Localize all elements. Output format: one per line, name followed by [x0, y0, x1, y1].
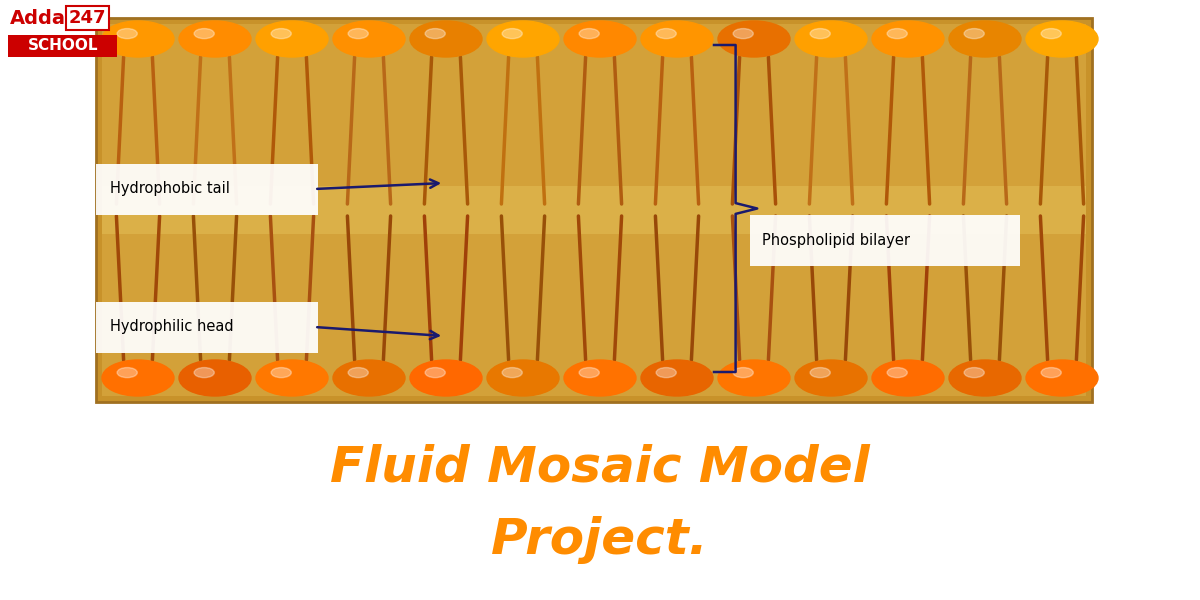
Circle shape: [872, 21, 944, 57]
Circle shape: [580, 368, 599, 377]
Circle shape: [502, 29, 522, 38]
Circle shape: [118, 368, 137, 377]
FancyBboxPatch shape: [102, 24, 1086, 396]
Circle shape: [872, 360, 944, 396]
Circle shape: [656, 368, 677, 377]
Circle shape: [410, 21, 482, 57]
Circle shape: [810, 368, 830, 377]
Text: Phospholipid bilayer: Phospholipid bilayer: [762, 232, 910, 247]
Circle shape: [949, 21, 1021, 57]
Circle shape: [887, 368, 907, 377]
Circle shape: [179, 21, 251, 57]
Circle shape: [1042, 29, 1061, 38]
Circle shape: [348, 29, 368, 38]
FancyBboxPatch shape: [102, 186, 1086, 234]
Circle shape: [256, 21, 328, 57]
Circle shape: [810, 29, 830, 38]
FancyBboxPatch shape: [750, 215, 1020, 266]
Circle shape: [641, 360, 713, 396]
Circle shape: [502, 368, 522, 377]
Circle shape: [425, 368, 445, 377]
Text: 247: 247: [68, 9, 107, 27]
Circle shape: [796, 21, 866, 57]
Circle shape: [118, 29, 137, 38]
Circle shape: [733, 29, 754, 38]
Circle shape: [271, 368, 292, 377]
Circle shape: [564, 360, 636, 396]
Text: Hydrophilic head: Hydrophilic head: [110, 319, 234, 335]
Circle shape: [733, 368, 754, 377]
Circle shape: [964, 368, 984, 377]
Circle shape: [718, 21, 790, 57]
Circle shape: [1042, 368, 1061, 377]
Text: Hydrophobic tail: Hydrophobic tail: [110, 181, 230, 196]
Circle shape: [256, 360, 328, 396]
Circle shape: [964, 29, 984, 38]
FancyBboxPatch shape: [96, 302, 318, 353]
Circle shape: [641, 21, 713, 57]
FancyBboxPatch shape: [96, 18, 1092, 402]
Circle shape: [102, 360, 174, 396]
Circle shape: [334, 21, 406, 57]
Circle shape: [1026, 21, 1098, 57]
Circle shape: [487, 21, 559, 57]
Circle shape: [718, 360, 790, 396]
Text: Fluid Mosaic Model: Fluid Mosaic Model: [330, 444, 870, 492]
Circle shape: [271, 29, 292, 38]
Text: Project.: Project.: [491, 516, 709, 564]
Circle shape: [194, 29, 215, 38]
Circle shape: [179, 360, 251, 396]
Circle shape: [487, 360, 559, 396]
Text: Adda: Adda: [10, 9, 66, 28]
Circle shape: [1026, 360, 1098, 396]
Circle shape: [580, 29, 599, 38]
Text: SCHOOL: SCHOOL: [28, 38, 98, 53]
Circle shape: [410, 360, 482, 396]
Circle shape: [102, 21, 174, 57]
Circle shape: [796, 360, 866, 396]
Circle shape: [949, 360, 1021, 396]
Circle shape: [656, 29, 677, 38]
FancyBboxPatch shape: [8, 34, 116, 57]
Circle shape: [348, 368, 368, 377]
Circle shape: [334, 360, 406, 396]
Circle shape: [425, 29, 445, 38]
Circle shape: [887, 29, 907, 38]
Circle shape: [194, 368, 215, 377]
FancyBboxPatch shape: [96, 164, 318, 215]
Circle shape: [564, 21, 636, 57]
